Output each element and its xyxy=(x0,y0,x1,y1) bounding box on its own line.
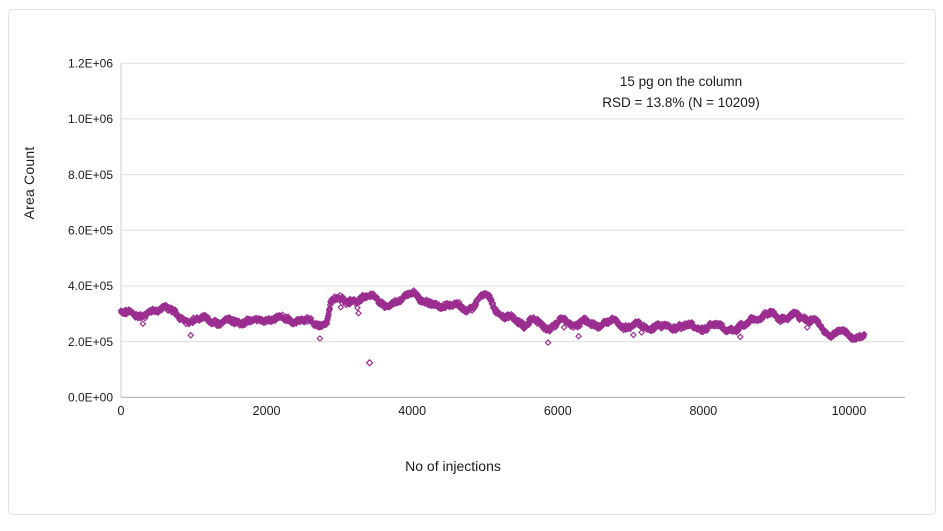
y-tick-label: 1.2E+06 xyxy=(68,56,113,70)
y-axis-title: Area Count xyxy=(21,146,37,220)
x-axis-title: No of injections xyxy=(405,458,501,474)
y-tick-label: 6.0E+05 xyxy=(68,223,113,237)
x-tick-label: 6000 xyxy=(544,404,572,418)
chart-annotation: 15 pg on the column RSD = 13.8% (N = 102… xyxy=(602,71,760,113)
x-tick-label: 0 xyxy=(118,404,125,418)
annotation-line-1: 15 pg on the column xyxy=(619,74,743,89)
y-tick-label: 4.0E+05 xyxy=(68,279,113,293)
x-tick-label: 8000 xyxy=(689,404,717,418)
x-tick-label: 4000 xyxy=(398,404,426,418)
tick-labels: 0.0E+00 2.0E+05 4.0E+05 6.0E+05 8.0E+05 1.0E+… xyxy=(68,56,866,417)
axes xyxy=(120,63,905,398)
y-tick-label: 0.0E+00 xyxy=(68,391,113,405)
data-points xyxy=(117,287,868,367)
outlier-point xyxy=(365,358,374,367)
chart-card xyxy=(8,9,936,515)
y-tick-label: 8.0E+05 xyxy=(68,168,113,182)
gridlines xyxy=(121,62,905,343)
scatter-series xyxy=(117,287,868,347)
y-tick-label: 2.0E+05 xyxy=(68,335,113,349)
x-tick-label: 2000 xyxy=(253,404,281,418)
annotation-line-2: RSD = 13.8% (N = 10209) xyxy=(602,95,760,110)
x-tick-label: 10000 xyxy=(832,404,867,418)
y-tick-label: 1.0E+06 xyxy=(68,112,113,126)
